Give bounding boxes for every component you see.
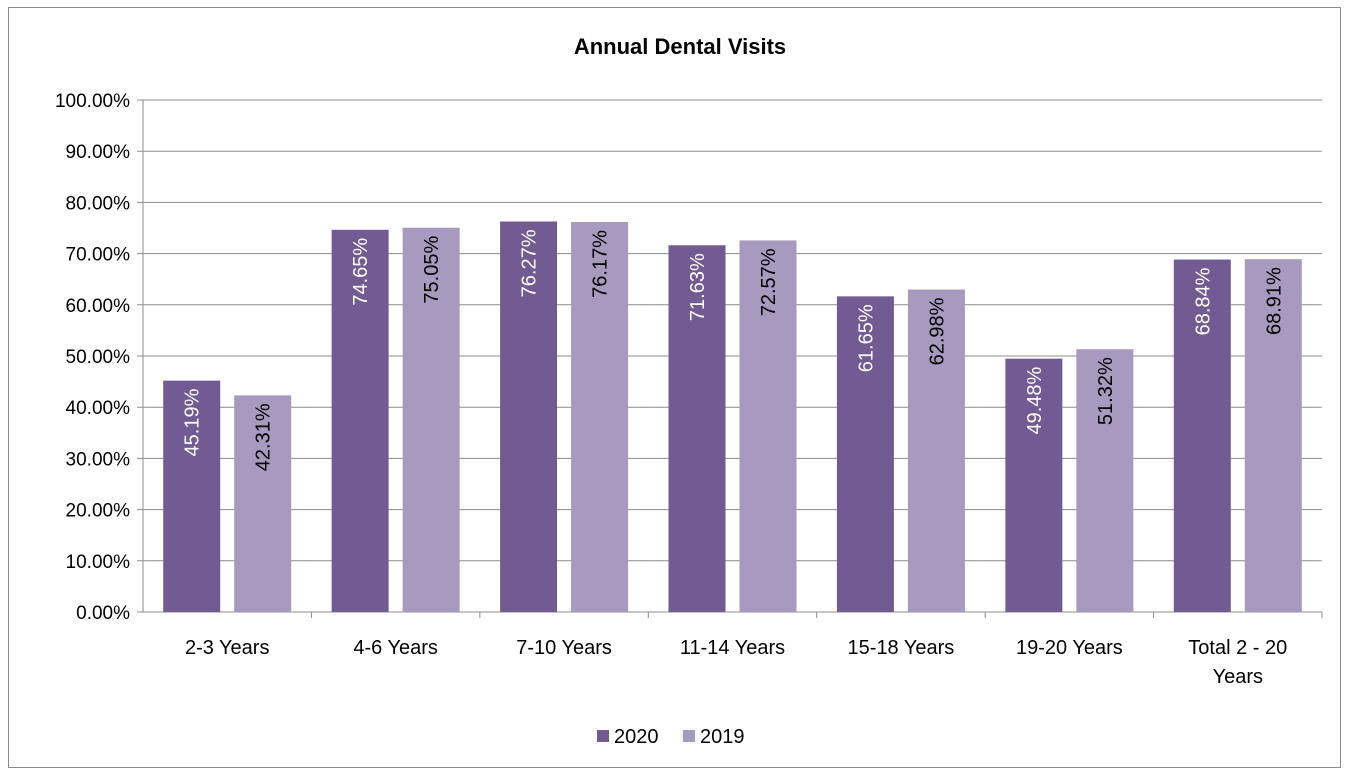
x-tick-label: 2-3 Years (185, 637, 270, 659)
data-label: 76.27% (519, 229, 541, 297)
legend-label-2020: 2020 (614, 726, 659, 748)
y-tick-label: 70.00% (66, 245, 131, 266)
bar-2020 (1173, 259, 1231, 612)
bar-2019 (1244, 259, 1302, 612)
x-tick-label: 4-6 Years (353, 637, 438, 659)
legend-swatch-2019 (683, 730, 695, 742)
x-tick-label: 7-10 Years (516, 637, 612, 659)
y-tick-label: 10.00% (66, 552, 131, 573)
data-label: 42.31% (253, 403, 275, 471)
y-tick-label: 60.00% (66, 296, 131, 317)
data-label: 68.84% (1192, 267, 1214, 335)
bar-2020 (836, 296, 894, 612)
bar-2019 (907, 289, 965, 612)
bar-2020 (331, 229, 389, 613)
x-tick-label: Total 2 - 20 (1188, 637, 1287, 659)
x-tick-label: Years (1213, 666, 1263, 688)
legend-swatch-2020 (597, 730, 609, 742)
chart-title: Annual Dental Visits (574, 34, 786, 59)
data-label: 61.65% (855, 304, 877, 372)
data-label: 51.32% (1095, 357, 1117, 425)
x-tick-label: 19-20 Years (1016, 637, 1123, 659)
data-label: 68.91% (1263, 267, 1285, 335)
bar-2019 (1076, 349, 1134, 612)
data-label: 76.17% (590, 230, 612, 298)
legend: 2020 2019 (597, 726, 745, 748)
bar-2019 (739, 240, 797, 613)
bar-2020 (500, 221, 558, 612)
y-tick-label: 80.00% (66, 193, 131, 214)
y-tick-label: 40.00% (66, 398, 131, 419)
y-tick-label: 90.00% (66, 142, 131, 163)
data-label: 72.57% (758, 248, 780, 316)
x-tick-label: 11-14 Years (680, 637, 785, 659)
y-tick-label: 50.00% (66, 347, 131, 368)
data-label: 45.19% (182, 388, 204, 456)
bar-2020 (668, 245, 726, 612)
data-label: 49.48% (1024, 366, 1046, 434)
y-tick-label: 100.00% (55, 91, 130, 112)
data-label: 62.98% (926, 297, 948, 365)
y-axis-ticks: 0.00% 10.00% 20.00% 30.00% 40.00% 50.00% 60.00… (55, 91, 130, 624)
bar-2019 (571, 222, 629, 613)
data-label: 71.63% (687, 253, 709, 321)
y-tick-label: 20.00% (66, 501, 131, 522)
bar-2019 (402, 227, 460, 612)
bars: 45.19% 42.31% 74.65% 75.05% 76.27% 76.17% 71.6… (163, 221, 1302, 613)
gridlines (137, 99, 1323, 618)
x-axis-labels: 2-3 Years 4-6 Years 7-10 Years 11-14 Years 1… (185, 637, 1287, 688)
bar-2020 (163, 380, 221, 612)
bar-2019 (234, 395, 292, 612)
x-tick-label: 15-18 Years (848, 637, 955, 659)
data-label: 74.65% (350, 238, 372, 306)
y-tick-label: 0.00% (76, 603, 130, 624)
data-label: 75.05% (421, 236, 443, 304)
bar-2020 (1005, 358, 1063, 612)
y-tick-label: 30.00% (66, 449, 131, 470)
legend-label-2019: 2019 (700, 726, 745, 748)
